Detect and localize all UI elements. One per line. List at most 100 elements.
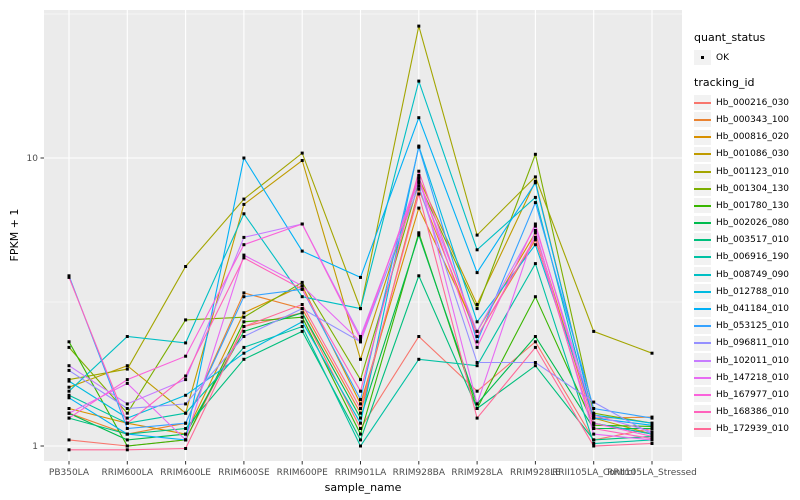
- data-point: [300, 151, 304, 155]
- data-point: [242, 253, 246, 257]
- x-tick-label: RRII105LA_Stressed: [607, 468, 697, 478]
- legend-entry: Hb_096811_010: [694, 335, 800, 352]
- data-point: [300, 159, 304, 162]
- y-tick-label: 1: [32, 442, 38, 452]
- data-point: [242, 320, 246, 324]
- x-tick-label: RRIM928LA: [451, 468, 503, 478]
- data-point: [592, 427, 596, 430]
- legend-key: [694, 164, 711, 180]
- series-color-line-icon: [694, 153, 711, 156]
- data-point: [242, 212, 246, 216]
- data-point: [533, 243, 537, 247]
- data-point: [475, 303, 479, 306]
- data-point: [184, 378, 188, 382]
- data-point: [533, 335, 537, 338]
- legend-entry: Hb_172939_010: [694, 421, 800, 438]
- legend-label: Hb_003517_010: [716, 235, 790, 246]
- data-point: [125, 378, 129, 382]
- data-point: [67, 340, 71, 344]
- data-point: [359, 416, 362, 420]
- series-color-line-icon: [694, 204, 711, 207]
- data-point: [359, 340, 362, 344]
- data-point: [475, 340, 479, 344]
- legend-entry: Hb_002026_080: [694, 215, 800, 232]
- legend-entry: Hb_000816_020: [694, 129, 800, 146]
- data-point: [125, 407, 129, 410]
- data-point: [533, 231, 537, 235]
- legend-entry: Hb_012788_010: [694, 283, 800, 300]
- data-point: [475, 335, 479, 338]
- data-point: [125, 444, 129, 448]
- data-point: [592, 444, 596, 448]
- series-color-line-icon: [694, 308, 711, 311]
- legend-entry: Hb_147218_010: [694, 369, 800, 386]
- legend-entry: Hb_000216_030: [694, 94, 800, 111]
- series-color-line-icon: [694, 239, 711, 242]
- data-point: [242, 243, 246, 247]
- data-point: [650, 421, 654, 425]
- data-point: [650, 434, 654, 438]
- data-point: [417, 206, 421, 210]
- series-color-line-icon: [694, 222, 711, 225]
- legend-key: [694, 95, 711, 111]
- x-tick-label: RRIM928LE: [510, 468, 561, 478]
- legend-key: [694, 404, 711, 420]
- data-point: [475, 233, 479, 237]
- data-point: [125, 381, 129, 385]
- legend-label: Hb_147218_010: [716, 372, 790, 383]
- series-color-line-icon: [694, 325, 711, 328]
- data-point: [533, 364, 537, 368]
- data-point: [242, 235, 246, 239]
- data-point: [242, 357, 246, 361]
- data-point: [242, 315, 246, 319]
- data-point: [359, 411, 362, 415]
- data-point: [417, 192, 421, 196]
- data-point: [475, 307, 479, 311]
- x-tick-label: RRIM928BA: [393, 468, 446, 478]
- x-tick-label: RRIM600PE: [277, 468, 329, 478]
- x-tick-label: RRIM901LA: [335, 468, 387, 478]
- data-point: [300, 280, 304, 284]
- legend-label: Hb_000816_020: [716, 132, 790, 143]
- data-point: [67, 274, 71, 278]
- data-point: [184, 341, 188, 345]
- data-point: [417, 335, 421, 338]
- x-tick-label: PB350LA: [49, 468, 90, 478]
- x-axis-label: sample_name: [324, 481, 402, 494]
- series-color-line-icon: [694, 273, 711, 276]
- data-point: [67, 368, 71, 372]
- data-point: [417, 233, 421, 237]
- data-point: [242, 351, 246, 355]
- legend-entry: Hb_001304_130: [694, 180, 800, 197]
- legend-key: [694, 112, 711, 128]
- data-point: [242, 311, 246, 315]
- legend-section-quant-status: quant_status OK: [694, 31, 800, 66]
- legend-label: Hb_001304_130: [716, 183, 790, 194]
- data-point: [359, 307, 362, 311]
- data-point: [475, 416, 479, 420]
- series-color-line-icon: [694, 101, 711, 104]
- series-color-line-icon: [694, 428, 711, 431]
- data-point: [184, 393, 188, 397]
- data-point: [67, 407, 71, 410]
- data-point: [417, 274, 421, 278]
- legend-label: Hb_006916_190: [716, 252, 790, 263]
- series-color-line-icon: [694, 290, 711, 293]
- data-point: [359, 378, 362, 382]
- data-point: [592, 421, 596, 425]
- data-point: [533, 224, 537, 228]
- data-point: [650, 442, 654, 445]
- data-point: [417, 169, 421, 173]
- y-axis-label: FPKM + 1: [8, 208, 21, 262]
- data-point: [475, 271, 479, 275]
- legend-entry: Hb_006916_190: [694, 249, 800, 266]
- series-color-line-icon: [694, 118, 711, 121]
- legend-entry: Hb_001086_030: [694, 146, 800, 163]
- data-point: [533, 181, 537, 185]
- data-point: [125, 427, 129, 430]
- data-point: [475, 402, 479, 406]
- data-point: [592, 407, 596, 410]
- data-point: [650, 432, 654, 436]
